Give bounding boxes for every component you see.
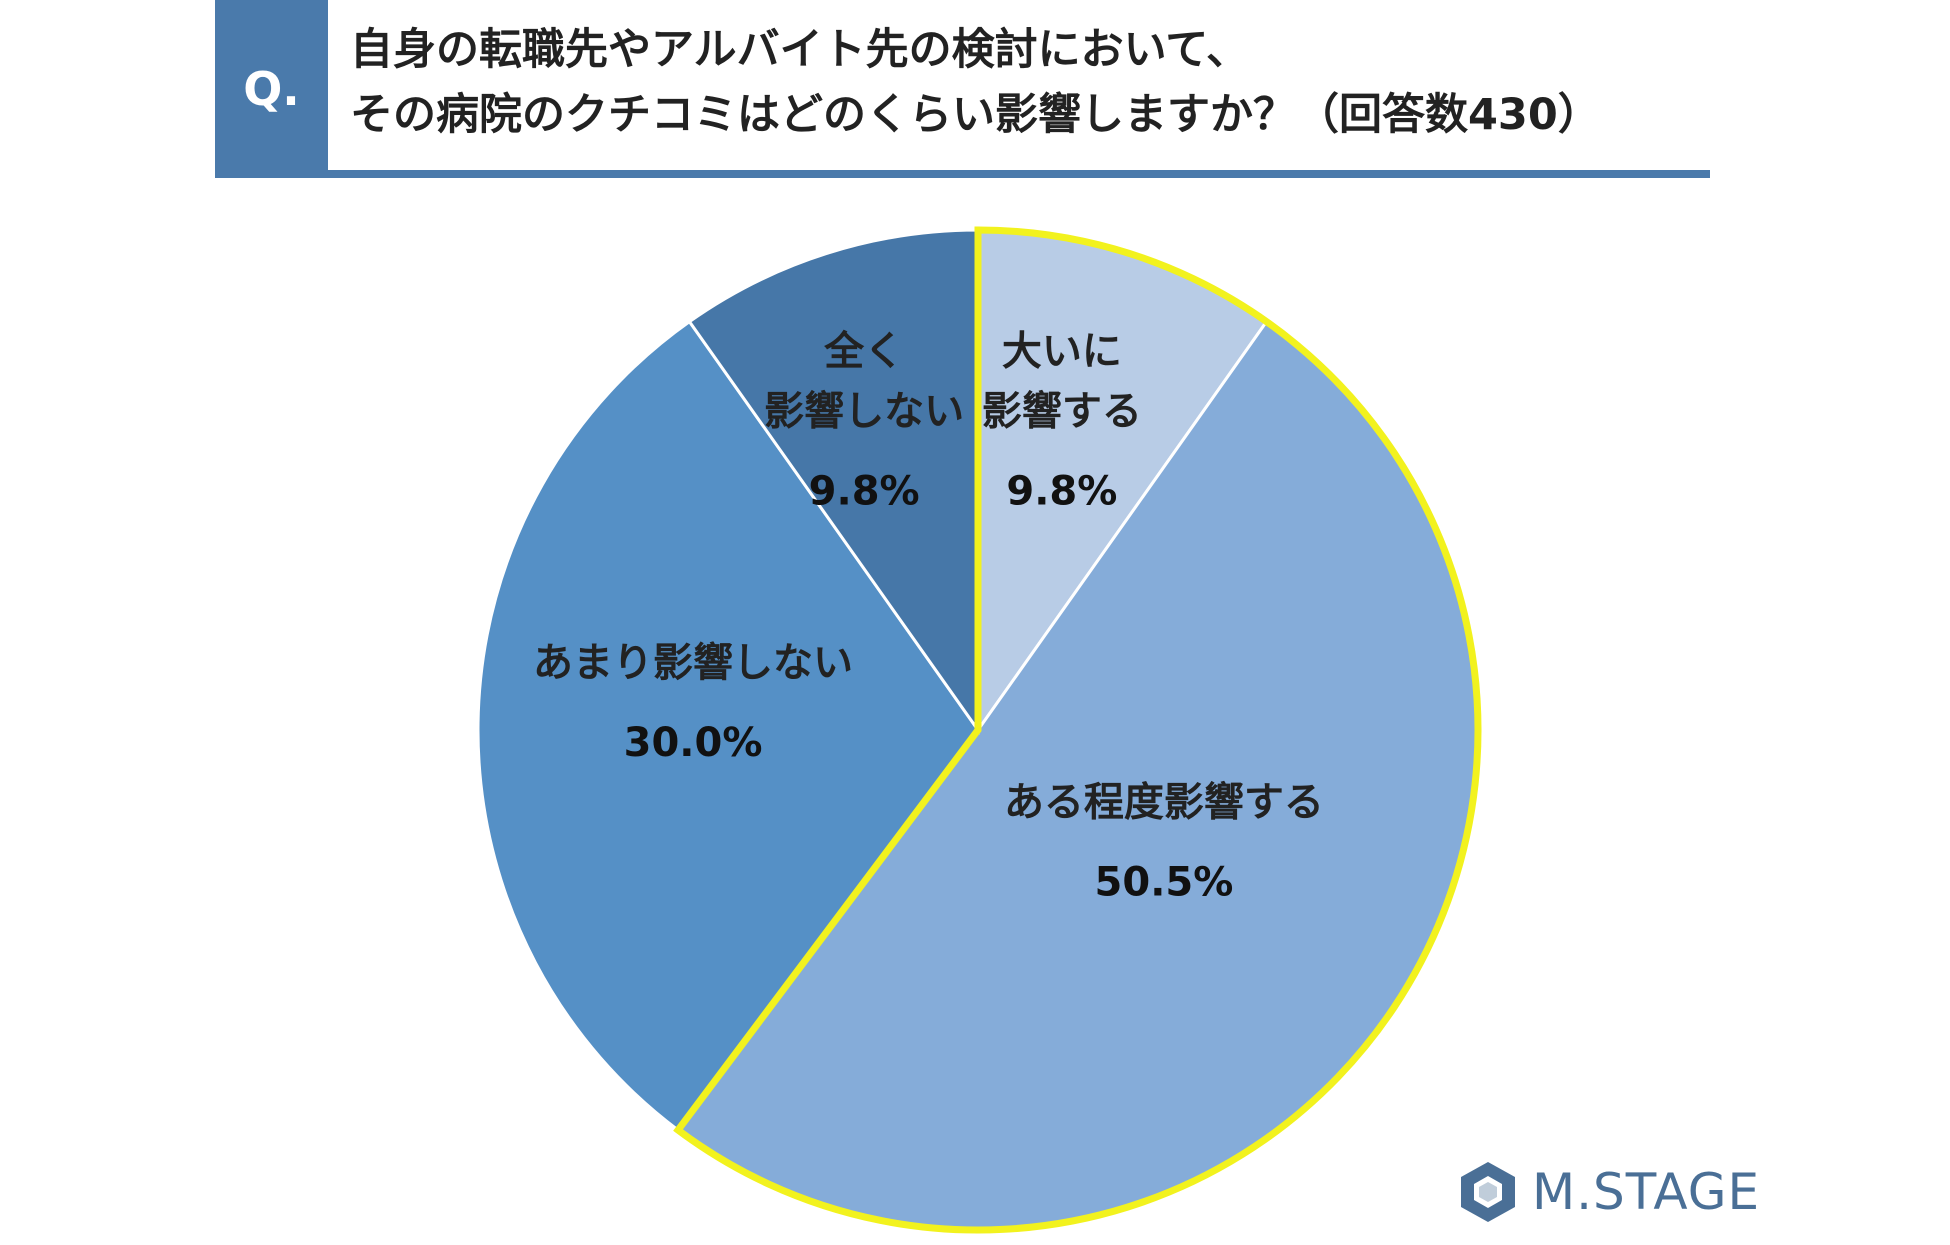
slice-percentage: 9.8% [1006,469,1117,515]
question-badge-label: Q. [243,62,300,116]
slice-label: あまり影響しない [533,640,853,686]
slice-percentage: 9.8% [809,469,920,515]
question-line-2: その病院のクチコミはどのくらい影響しますか？（回答数430） [350,90,1601,140]
pie-slice [476,319,980,1133]
pie-slice [687,228,980,735]
header-underline [215,170,1710,178]
slice-label: 大いに [1002,329,1122,375]
logo-text: M.STAGE [1532,1163,1761,1221]
slice-percentage: 30.0% [624,720,763,766]
slice-label: 影響しない [764,389,964,435]
hexagon-logo-icon [1461,1162,1515,1222]
slice-label: 影響する [982,389,1142,435]
slice-label: 全く [823,329,904,375]
question-badge: Q. [215,0,328,178]
highlight-outline [673,226,1482,1234]
slice-label: ある程度影響する [1004,779,1324,825]
question-title: 自身の転職先やアルバイト先の検討において、 その病院のクチコミはどのくらい影響し… [350,18,1690,148]
slice-percentage: 50.5% [1095,859,1234,905]
brand-logo: M.STAGE [1458,1160,1760,1224]
question-line-1: 自身の転職先やアルバイト先の検討において、 [350,25,1250,75]
